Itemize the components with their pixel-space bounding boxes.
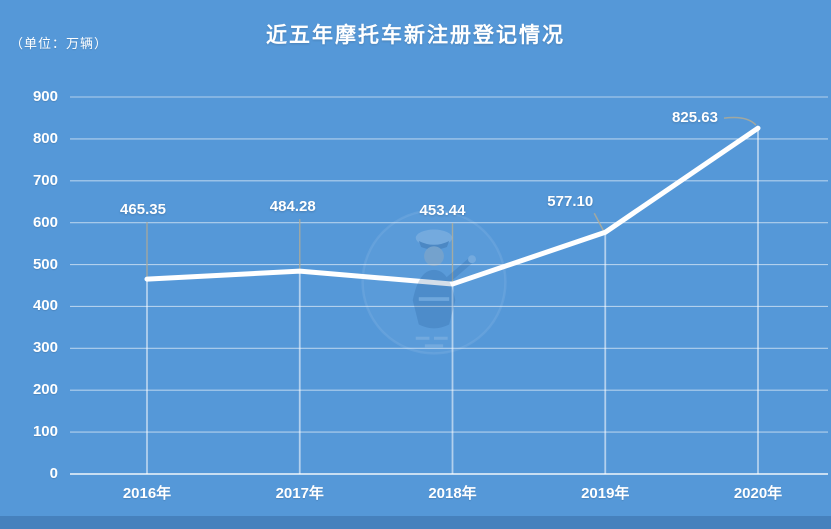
y-tick-label: 300 <box>32 339 58 357</box>
data-label: 484.28 <box>269 198 316 216</box>
y-tick-label: 700 <box>32 171 58 189</box>
y-tick-label: 100 <box>32 423 58 441</box>
y-tick-label: 400 <box>32 297 58 315</box>
label-leader-line <box>723 116 757 126</box>
label-leader-line <box>593 212 604 231</box>
y-tick-label: 0 <box>49 465 58 482</box>
x-axis-label: 2017年 <box>275 485 324 502</box>
x-axis-label: 2020年 <box>733 485 783 502</box>
y-tick-label: 800 <box>32 129 58 147</box>
x-axis-label: 2016年 <box>122 485 172 502</box>
y-tick-label: 500 <box>32 255 58 273</box>
data-label: 453.44 <box>419 202 466 220</box>
bottom-strip <box>0 516 831 529</box>
y-tick-label: 200 <box>32 381 58 399</box>
data-label: 577.10 <box>547 193 594 211</box>
leader-line-layer <box>146 116 759 474</box>
chart-title: 近五年摩托车新注册登记情况 <box>266 24 565 47</box>
data-label: 465.35 <box>120 201 166 219</box>
y-tick-label: 900 <box>32 88 58 105</box>
x-axis-label: 2019年 <box>581 485 630 502</box>
unit-label: （单位：万辆） <box>10 36 109 51</box>
data-label: 825.63 <box>672 109 718 127</box>
data-line-layer <box>144 125 761 287</box>
x-axis-label: 2018年 <box>428 485 477 502</box>
gridline-layer <box>70 96 828 475</box>
y-tick-label: 600 <box>32 213 58 231</box>
data-line <box>144 125 761 287</box>
